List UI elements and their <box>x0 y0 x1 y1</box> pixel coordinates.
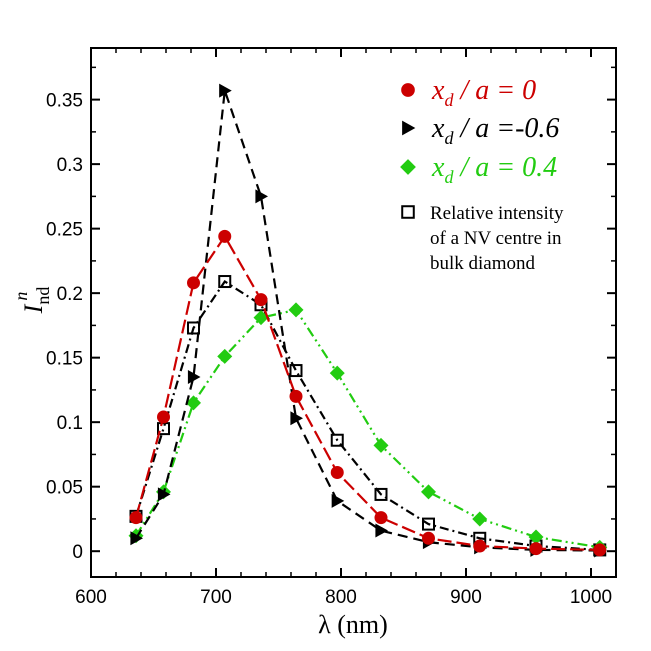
data-point-red <box>129 511 143 525</box>
series-line-red <box>134 234 600 551</box>
data-point-black <box>331 493 345 508</box>
data-point-green <box>528 529 544 545</box>
legend-marker-bulk <box>401 205 415 219</box>
series-red <box>129 229 607 557</box>
data-point-red <box>289 389 303 403</box>
data-point-green <box>329 365 345 381</box>
x-tick-label: 800 <box>325 587 357 608</box>
data-point-green <box>253 310 269 326</box>
data-point-black <box>375 523 388 538</box>
y-tick-label: 0.1 <box>57 413 83 434</box>
series-line-green <box>135 308 600 549</box>
series-layer <box>128 83 608 558</box>
data-point-red <box>330 465 344 479</box>
legend: xd / a = 0xd / a =-0.6 xd / a = 0.4 Relati… <box>400 75 564 274</box>
data-point-black <box>219 83 232 98</box>
data-point-black <box>290 411 303 426</box>
x-tick-label: 600 <box>75 587 107 608</box>
legend-label-green: xd / a = 0.4 <box>431 152 557 187</box>
y-axis-title-subscript: nd <box>33 287 53 305</box>
data-point-bulk <box>374 487 388 501</box>
x-tick-label: 900 <box>450 587 482 608</box>
series-bulk <box>129 275 607 557</box>
data-point-red <box>422 531 435 545</box>
data-point-bulk <box>330 433 344 447</box>
legend-label-black: xd / a =-0.6 <box>431 113 559 148</box>
data-point-green <box>421 484 436 500</box>
data-point-bulk <box>187 321 200 335</box>
legend-marker-red <box>401 83 415 97</box>
data-point-red <box>187 276 200 290</box>
y-tick-label: 0.05 <box>46 478 83 499</box>
data-point-green <box>373 437 389 453</box>
legend-marker-green <box>400 159 416 175</box>
data-point-bulk <box>422 517 435 531</box>
data-point-black <box>255 189 268 204</box>
data-point-bulk <box>289 364 303 378</box>
svg-text:Indn: Indn <box>11 287 53 315</box>
x-tick-label: 1000 <box>570 587 612 608</box>
data-point-green <box>288 302 304 318</box>
data-point-green <box>217 348 233 364</box>
data-point-red <box>593 543 607 557</box>
data-point-black <box>130 531 143 546</box>
data-point-red <box>529 542 543 556</box>
legend-label-red: xd / a = 0 <box>431 75 536 110</box>
x-axis-title: λ (nm) <box>318 610 388 639</box>
y-axis-title-superscript: n <box>11 292 31 301</box>
legend-marker-black <box>402 120 416 136</box>
x-tick-label: 700 <box>200 587 232 608</box>
data-point-red <box>157 410 170 424</box>
data-point-bulk <box>218 275 232 289</box>
y-axis-title-main: I <box>19 303 48 314</box>
legend-label-bulk-line: bulk diamond <box>430 253 536 274</box>
series-line-bulk <box>134 279 600 551</box>
y-tick-label: 0.2 <box>57 284 83 305</box>
data-point-black <box>187 370 201 385</box>
legend-label-bulk-line: Relative intensity <box>430 203 564 224</box>
data-point-green <box>472 511 488 527</box>
x-axis: 600 700 800 900 1000 <box>75 48 612 608</box>
plot-frame <box>90 47 617 578</box>
data-point-green <box>186 395 201 411</box>
y-tick-label: 0.35 <box>46 91 83 112</box>
y-axis: 0 0.05 0.1 0.15 0.2 0.25 0.3 0.35 <box>46 66 616 563</box>
y-tick-label: 0 <box>72 542 83 563</box>
series-line-black <box>135 90 600 552</box>
data-point-red <box>374 511 388 525</box>
y-tick-label: 0.3 <box>57 155 83 176</box>
y-axis-title: Indn <box>11 287 53 315</box>
y-tick-label: 0.25 <box>46 220 83 241</box>
legend-label-bulk-line: of a NV centre in <box>430 228 562 249</box>
series-green <box>128 302 608 555</box>
data-point-red <box>218 229 232 243</box>
data-point-red <box>473 539 487 553</box>
data-point-red <box>254 293 268 307</box>
y-tick-label: 0.15 <box>46 349 83 370</box>
data-point-black <box>157 487 171 502</box>
